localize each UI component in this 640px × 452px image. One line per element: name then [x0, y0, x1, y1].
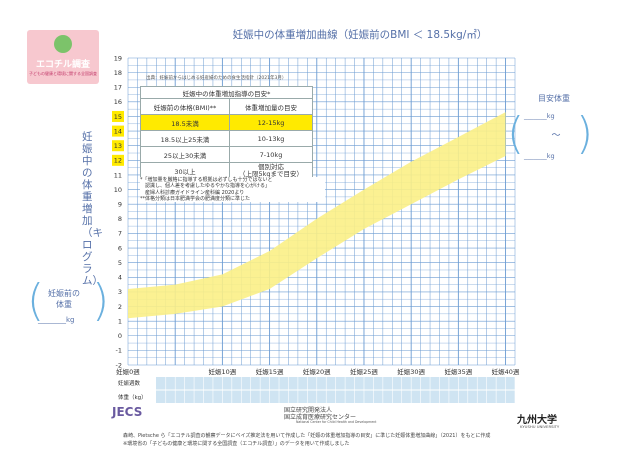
y-tick-label: 1 [118, 317, 122, 325]
pre-pregnancy-label: 妊娠前の 体重 [48, 289, 80, 309]
y-tick-highlight [112, 110, 124, 122]
y-tick-label: 14 [114, 127, 122, 135]
y-tick-label: 2 [118, 303, 122, 311]
chart-title: 妊娠中の体重増加曲線（妊娠前のBMI ＜ 18.5kg/㎡） [232, 29, 488, 41]
x-tick-labels: 妊娠0週 妊娠10週 妊娠15週 妊娠20週 妊娠25週 妊娠30週 妊娠35週 妊娠40週 [116, 367, 520, 376]
y-tick-label: 17 [114, 84, 122, 92]
credits-text: 森崎、Pietsche ら「エコチル調査の観察データにベイズ推定法を用いて作成し… [123, 433, 490, 448]
ncchd-en: National Center for Child Health and Dev… [296, 420, 377, 424]
ecochil-logo: エコチル調査 子どもの健康と環境に関する全国調査 [27, 30, 99, 84]
x-tick-label: 妊娠40週 [492, 367, 520, 376]
row-label-weeks: 妊娠週数 [118, 381, 141, 387]
note-line: **体格分類は日本肥満学会の肥満度分類に準じた [140, 195, 251, 202]
y-tick-label: 19 [114, 54, 122, 62]
target-paren-left: ( [507, 108, 525, 159]
y-tick-label: 4 [118, 274, 122, 282]
target-tilde: 〜 [551, 131, 561, 141]
y-tick-label: 16 [114, 98, 122, 106]
col-bmi-header: 妊娠前の体格(BMI)** [140, 98, 230, 115]
x-tick-label: 妊娠30週 [397, 367, 425, 376]
target-paren-right: ) [576, 108, 594, 159]
x-tick-label: 妊娠15週 [256, 367, 284, 376]
y-tick-label: 3 [118, 288, 122, 296]
kyushu-logo: 九州大学 [517, 415, 557, 426]
gain-cell: 7-10kg [229, 146, 313, 163]
x-tick-label: 妊娠35週 [444, 367, 472, 376]
gain-cell: 10-13kg [229, 130, 313, 147]
logo-title: エコチル調査 [35, 60, 90, 70]
jecs-logo: JECS [112, 405, 143, 419]
row-label-weight: 体重（kg） [118, 395, 147, 401]
mascot-icon [54, 35, 72, 53]
pre-unit: kg [66, 316, 75, 324]
note-line: *「増加量を厳格に指導する根拠は必ずしも十分ではないと [140, 177, 273, 183]
y-tick-label: -2 [116, 361, 122, 369]
y-tick-label: 9 [118, 200, 122, 208]
note-line: 産婦人科診療ガイドライン産科編 2020より [140, 189, 245, 196]
credits-line-1: 森崎、Pietsche ら「エコチル調査の観察データにベイズ推定法を用いて作成し… [123, 433, 491, 439]
y-tick-highlight [112, 125, 124, 137]
y-tick-label: 15 [114, 113, 122, 121]
kyushu-en: KYUSHU UNIVERSITY [520, 424, 560, 429]
x-tick-label: 妊娠25週 [350, 367, 378, 376]
col-gain-header: 体重増加量の目安 [229, 98, 313, 115]
bmi-cell: 18.5以上25未満 [140, 130, 230, 147]
gain-cell: 12-15kg [229, 114, 313, 131]
target-unit-1: kg [546, 112, 555, 120]
y-tick-label: 12 [114, 157, 122, 165]
guide-table: 妊娠中の体重増加指導の目安* 妊娠前の体格(BMI)** 体重増加量の目安 18… [140, 86, 313, 179]
x-tick-label: 妊娠0週 [116, 367, 140, 376]
ncchd-logo: 国立研究開発法人 国立成育医療研究センター [284, 407, 357, 421]
y-tick-label: 5 [118, 259, 122, 267]
guide-caption: 妊娠中の体重増加指導の目安* [140, 86, 313, 99]
logo-subtitle: 子どもの健康と環境に関する全国調査 [29, 71, 97, 76]
y-tick-label: 0 [118, 332, 122, 340]
y-tick-label: 6 [118, 244, 122, 252]
target-kg-upper: _______kg [524, 152, 555, 160]
note-line: 認識し、個人差を考慮したゆるやかな指導を心がける」 [140, 183, 271, 190]
y-tick-label: 8 [118, 215, 122, 223]
notes: *「増加量を厳格に指導する根拠は必ずしも十分ではないと 認識し、個人差を考慮した… [140, 177, 325, 203]
pre-paren-right: ) [92, 275, 110, 326]
x-tick-label: 妊娠20週 [303, 367, 331, 376]
y-tick-label: 7 [118, 230, 122, 238]
pre-pregnancy-kg: ________kg [38, 316, 75, 324]
y-tick-label: -1 [116, 347, 122, 355]
bmi-cell: 25以上30未満 [140, 146, 230, 163]
bmi-cell: 18.5未満 [140, 114, 230, 131]
source-text: 出典：妊娠前からはじめる妊産婦のための食生活指針（2021年3月） [146, 76, 287, 81]
y-tick-highlight [112, 140, 124, 152]
credits-line-2: ※環境省の「子どもの健康と環境に関する全国調査（エコチル調査）」のデータを用いて… [123, 440, 350, 447]
y-tick-label: 13 [114, 142, 122, 150]
y-tick-label: 10 [114, 186, 122, 194]
target-unit-2: kg [546, 152, 555, 160]
y-tick-highlight [112, 154, 124, 166]
target-kg-lower: _______kg [524, 112, 555, 120]
y-tick-label: 11 [114, 171, 122, 179]
y-tick-label: 18 [114, 69, 122, 77]
bottom-row-fills [128, 377, 516, 403]
x-tick-label: 妊娠10週 [208, 367, 236, 376]
band-area [128, 112, 506, 319]
target-weight-title: 目安体重 [538, 94, 570, 103]
pre-paren-left: ( [27, 275, 45, 326]
